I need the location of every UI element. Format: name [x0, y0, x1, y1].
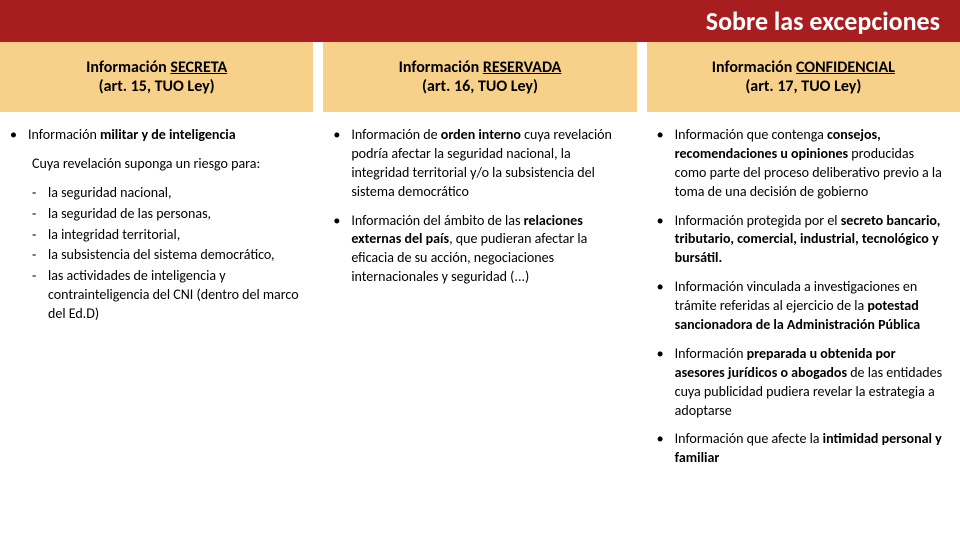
bullet-item: • Información vinculada a investigacione…: [657, 278, 946, 335]
bullet-item: • Información preparada u obtenida por a…: [657, 345, 946, 421]
bullet-item: • Información que contenga consejos, rec…: [657, 126, 946, 202]
slide-title: Sobre las excepciones: [0, 0, 960, 42]
bullet-item: • Información del ámbito de las relacion…: [333, 212, 622, 288]
header-confidencial: Información CONFIDENCIAL (art. 17, TUO L…: [647, 42, 960, 112]
bullet-item: • Información que afecte la intimidad pe…: [657, 430, 946, 468]
col-secreta: • Información militar y de inteligencia …: [0, 112, 323, 540]
dash-item: -las actividades de inteligencia y contr…: [10, 267, 299, 324]
headers-row: Información SECRETA (art. 15, TUO Ley) I…: [0, 42, 960, 112]
bullet-item: • Información protegida por el secreto b…: [657, 212, 946, 269]
bullet-item: • Información militar y de inteligencia: [10, 126, 299, 145]
dash-item: -la seguridad de las personas,: [10, 205, 299, 224]
header-reservada: Información RESERVADA (art. 16, TUO Ley): [323, 42, 646, 112]
dash-item: -la subsistencia del sistema democrático…: [10, 246, 299, 265]
intro-text: Cuya revelación suponga un riesgo para:: [10, 155, 299, 174]
content-row: • Información militar y de inteligencia …: [0, 112, 960, 540]
dash-item: -la integridad territorial,: [10, 226, 299, 245]
bullet-item: • Información de orden interno cuya reve…: [333, 126, 622, 202]
header-secreta: Información SECRETA (art. 15, TUO Ley): [0, 42, 323, 112]
col-confidencial: • Información que contenga consejos, rec…: [647, 112, 960, 540]
col-reservada: • Información de orden interno cuya reve…: [323, 112, 646, 540]
dash-item: -la seguridad nacional,: [10, 184, 299, 203]
